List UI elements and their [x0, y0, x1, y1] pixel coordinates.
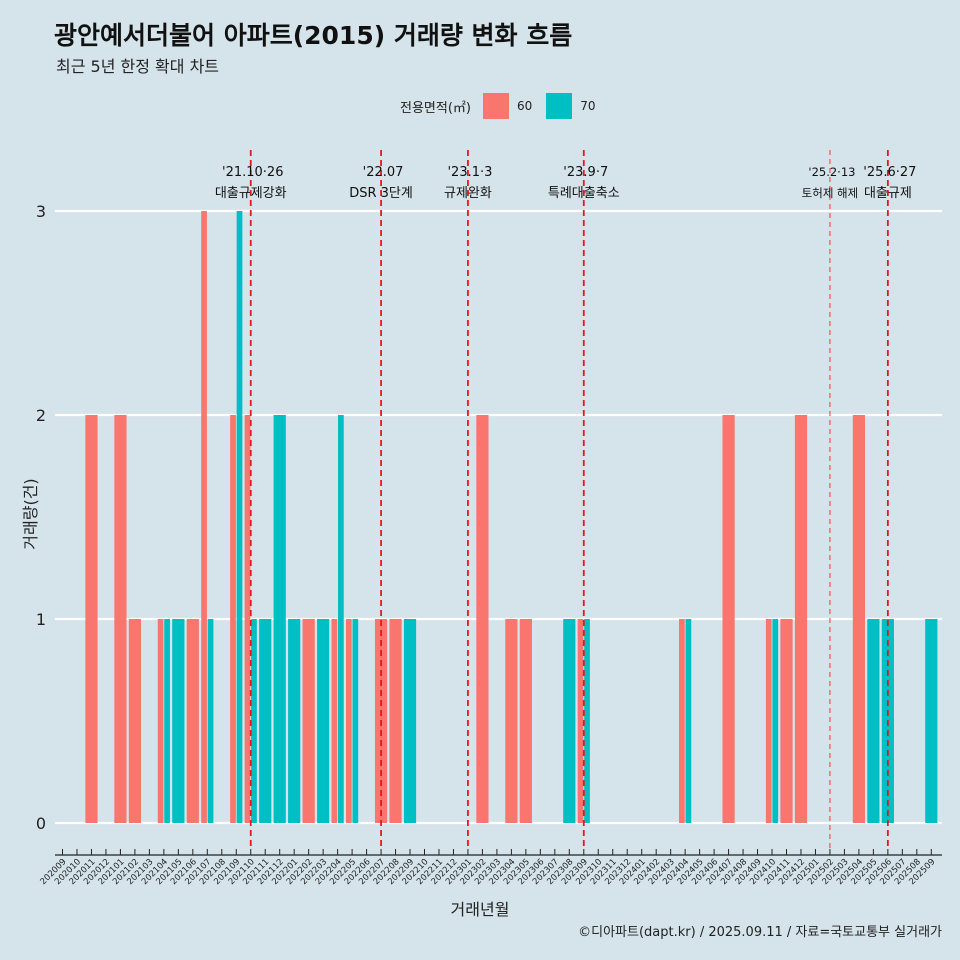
- event-date-202110: '21.10·26: [222, 165, 283, 180]
- event-date-202309: '23.9·7: [563, 165, 608, 180]
- bar-202107-60: [201, 211, 207, 823]
- event-label-202506: 대출규제: [864, 186, 912, 201]
- bar-202104-70: [164, 619, 170, 823]
- legend-label-70: 70: [580, 99, 596, 113]
- y-tick-label-1: 1: [36, 610, 46, 629]
- event-label-202110: 대출규제강화: [215, 186, 287, 201]
- bar-202208-60: [389, 619, 402, 823]
- bar-202411-60: [780, 619, 793, 823]
- bar-202504-60: [852, 415, 865, 823]
- bar-202309-70: [584, 619, 590, 823]
- bar-202309-60: [577, 619, 584, 823]
- bar-202509-70: [925, 619, 938, 823]
- y-axis-title: 거래량(건): [21, 478, 40, 550]
- bar-202404-70: [685, 619, 692, 823]
- event-date-202502: '25.2·13: [808, 165, 855, 179]
- bar-202407-60: [722, 415, 735, 823]
- bar-202104-60: [157, 619, 164, 823]
- bar-202106-60: [186, 619, 199, 823]
- legend: 전용면적(㎡) 60 70: [400, 93, 602, 119]
- y-tick-label-0: 0: [36, 814, 46, 833]
- bar-202412-60: [794, 415, 808, 823]
- bar-202308-70: [563, 619, 576, 823]
- legend-title: 전용면적(㎡): [400, 100, 471, 116]
- event-label-202207: DSR 3단계: [349, 186, 413, 201]
- bar-202304-60: [505, 619, 518, 823]
- bar-202205-70: [352, 619, 359, 823]
- bar-202110-70: [251, 619, 257, 823]
- bar-202205-60: [346, 619, 352, 823]
- bar-202111-70: [259, 619, 272, 823]
- bar-202201-70: [288, 619, 301, 823]
- x-axis-title: 거래년월: [450, 900, 510, 919]
- chart-subtitle: 최근 5년 한정 확대 차트: [56, 57, 220, 76]
- bar-202204-70: [338, 415, 344, 823]
- y-tick-label-2: 2: [36, 406, 46, 425]
- bar-202410-60: [765, 619, 772, 823]
- bar-202505-70: [867, 619, 880, 823]
- bar-202110-60: [244, 415, 251, 823]
- event-date-202301: '23.1·3: [447, 165, 492, 180]
- legend-label-60: 60: [516, 99, 533, 113]
- event-date-202506: '25.6·27: [863, 165, 916, 180]
- bar-202109-60: [230, 415, 236, 823]
- bar-202011-60: [85, 415, 98, 823]
- y-tick-label-3: 3: [36, 202, 46, 221]
- legend-swatch-60: [482, 93, 509, 119]
- event-label-202309: 특례대출축소: [548, 186, 620, 201]
- bar-202410-70: [772, 619, 779, 823]
- bar-202302-60: [476, 415, 489, 823]
- bar-202101-60: [114, 415, 127, 823]
- event-label-202502: 토허제 해제: [802, 186, 859, 200]
- bar-202109-70: [236, 211, 243, 823]
- bar-202112-70: [273, 415, 286, 823]
- bar-202107-70: [207, 619, 214, 823]
- bar-202105-70: [172, 619, 185, 823]
- event-label-202301: 규제완화: [444, 186, 492, 201]
- bar-202404-60: [679, 619, 685, 823]
- legend-swatch-70: [546, 93, 573, 119]
- bar-202202-60: [302, 619, 315, 823]
- bar-202305-60: [519, 619, 532, 823]
- bar-202203-70: [317, 619, 330, 823]
- event-date-202207: '22.07: [363, 165, 404, 180]
- bar-202209-70: [403, 619, 417, 823]
- bar-202204-60: [331, 619, 338, 823]
- chart-title: 광안예서더불어 아파트(2015) 거래량 변화 흐름: [54, 21, 573, 50]
- bar-202102-60: [128, 619, 141, 823]
- source-caption: ©디아파트(dapt.kr) / 2025.09.11 / 자료=국토교통부 실…: [578, 925, 942, 940]
